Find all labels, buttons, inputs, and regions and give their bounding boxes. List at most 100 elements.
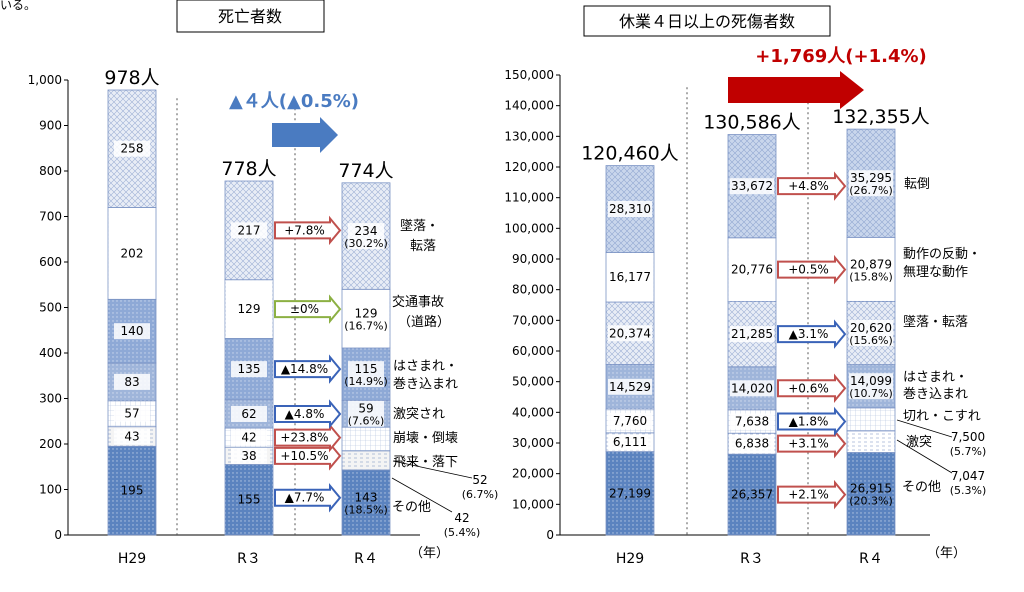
- leader-line: [896, 439, 953, 474]
- change-arrow-label: +0.6%: [788, 381, 829, 395]
- x-category-label: R４: [859, 551, 883, 567]
- change-arrow-label: ▲1.8%: [789, 414, 829, 428]
- bar-value-label: 83: [124, 375, 139, 389]
- bar-share-label: (15.8%): [849, 270, 893, 283]
- y-tick-label: 0: [54, 528, 62, 542]
- bar-value-label: 6,111: [613, 435, 647, 449]
- bar-total-label: 774人: [338, 160, 393, 182]
- change-arrow-label: ▲4.8%: [285, 407, 325, 421]
- outside-share-label: (6.7%): [462, 488, 499, 501]
- bar-share-label: (10.7%): [849, 387, 893, 400]
- bar-value-label: 155: [238, 493, 261, 507]
- bar-label-bg: [849, 256, 893, 283]
- bar-label-bg: [348, 361, 384, 388]
- bar-value-label: 129: [355, 307, 378, 321]
- y-tick-label: 700: [39, 210, 62, 224]
- bar-value-label: 135: [238, 362, 261, 376]
- bar-value-label: 195: [121, 484, 144, 498]
- change-arrow-label: +3.1%: [788, 437, 829, 451]
- bar-value-label: 16,177: [609, 270, 651, 284]
- bar-label-bg: [231, 361, 267, 378]
- injuries-bars: 27,199 6,111 7,760 14,529 20,374 16,177 28,310…: [581, 46, 986, 567]
- bar-label-bg: [231, 405, 267, 422]
- y-tick-label: 40,000: [512, 405, 554, 419]
- bar-value-label: 129: [238, 302, 261, 316]
- total-change-label: ▲４人(▲0.5%): [229, 91, 359, 112]
- y-tick-label: 20,000: [512, 467, 554, 481]
- y-tick-label: 50,000: [512, 375, 554, 389]
- bar-value-label: 20,620: [850, 321, 892, 335]
- bar-value-label: 27,199: [609, 486, 651, 500]
- change-arrow: [777, 373, 847, 404]
- bar-label-bg: [608, 412, 652, 429]
- change-arrow-label: ▲14.8%: [281, 362, 328, 376]
- bar-label-bg: [114, 140, 150, 157]
- change-arrow: [274, 215, 342, 246]
- bar-value-label: 38: [241, 449, 256, 463]
- bar-segment-pattern: [728, 454, 776, 535]
- category-side-label: 墜落・: [400, 218, 439, 234]
- y-tick-label: 70,000: [512, 313, 554, 327]
- y-tick-label: 110,000: [504, 191, 554, 205]
- change-arrow: [777, 254, 847, 285]
- bar-value-label: 14,099: [850, 374, 892, 388]
- outside-value-label: 42: [454, 511, 469, 525]
- bar-label-bg: [730, 413, 774, 430]
- bar-share-label: (14.9%): [344, 375, 388, 388]
- total-change-arrow: [728, 71, 864, 109]
- y-tick-label: 0: [546, 528, 554, 542]
- bar-total-label: 130,586人: [703, 112, 801, 134]
- outside-value-label: 7,500: [951, 430, 985, 444]
- bar-label-bg: [730, 178, 774, 195]
- bar-total-label: 778人: [221, 158, 276, 180]
- bar-segment-pattern: [342, 450, 390, 470]
- change-arrow: [777, 479, 847, 510]
- y-tick-label: 500: [39, 301, 62, 315]
- x-axis-unit-label: （年）: [927, 546, 966, 561]
- category-side-label: 動作の反動・: [903, 247, 981, 262]
- bar-label-bg: [730, 435, 774, 452]
- deaths-title-box: [176, 0, 325, 33]
- bar-label-bg: [231, 222, 267, 239]
- y-tick-label: 1,000: [28, 73, 62, 87]
- change-arrow-label: +7.8%: [284, 223, 325, 237]
- bar-label-bg: [231, 447, 267, 464]
- outside-value-label: 7,047: [951, 469, 985, 483]
- change-arrow-label: ±0%: [290, 302, 319, 316]
- deaths-bars: 195 43 57 83 140 202 258 978人 H29 155 38 42 62 135 129…: [104, 67, 498, 567]
- bar-value-label: 20,776: [731, 263, 773, 277]
- category-side-label: 交通事故: [392, 294, 444, 310]
- y-tick-label: 100,000: [504, 221, 554, 235]
- bar-total-label: 978人: [104, 67, 159, 89]
- total-change-label: +1,769人(+1.4%): [755, 46, 926, 67]
- leader-line: [896, 419, 953, 438]
- category-side-label: 墜落・転落: [903, 314, 968, 330]
- category-side-label: 飛来・落下: [393, 455, 458, 470]
- bar-label-bg: [114, 323, 150, 340]
- bar-value-label: 21,285: [731, 327, 773, 341]
- injuries-chart: 休業４日以上の死傷者数 0 10,000 20,000 30,000 40,000 50,…: [504, 5, 986, 567]
- bar-value-label: 115: [355, 362, 378, 376]
- bar-value-label: 217: [238, 223, 261, 237]
- y-tick-label: 30,000: [512, 436, 554, 450]
- bar-value-label: 20,879: [850, 257, 892, 271]
- x-category-label: R３: [237, 551, 261, 567]
- category-side-label: その他: [902, 480, 941, 495]
- change-arrow: [777, 171, 847, 201]
- y-tick-label: 120,000: [504, 160, 554, 174]
- bar-label-bg: [114, 428, 150, 445]
- bar-label-bg: [730, 380, 774, 397]
- bar-label-bg: [114, 405, 150, 422]
- bar-label-bg: [730, 261, 774, 278]
- leader-line: [392, 460, 473, 479]
- category-side-label: 転落: [410, 239, 436, 254]
- y-tick-label: 800: [39, 164, 62, 178]
- category-side-label: その他: [392, 500, 431, 515]
- bar-total-label: 120,460人: [581, 143, 679, 165]
- corner-text: いる。: [0, 0, 36, 12]
- bar-share-label: (18.5%): [344, 503, 388, 516]
- bar-share-label: (16.7%): [344, 320, 388, 333]
- category-side-label: 巻き込まれ: [903, 387, 968, 402]
- outside-share-label: (5.3%): [950, 484, 987, 497]
